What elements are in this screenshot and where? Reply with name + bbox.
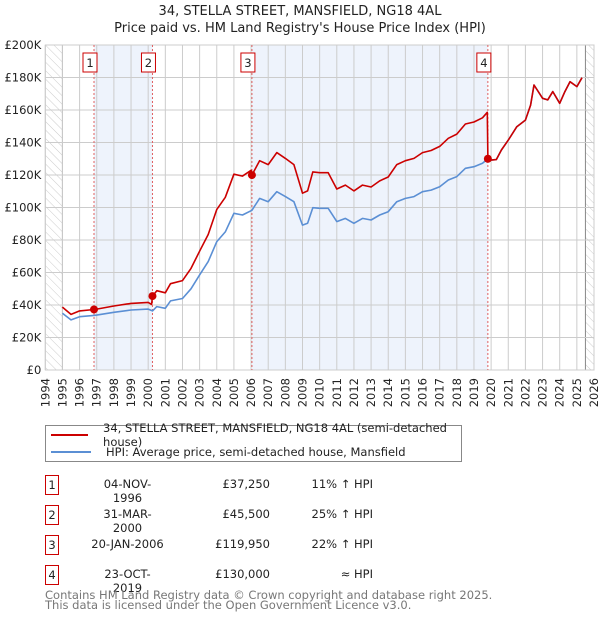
x-tick-label: 2025 [570,378,584,407]
x-tick-label: 2014 [381,378,395,407]
x-tick-label: 2005 [227,378,241,407]
x-tick-label: 2015 [398,378,412,407]
x-tick-label: 2017 [433,378,447,407]
transaction-number: 2 [45,505,59,525]
x-tick-label: 1996 [73,378,87,407]
y-tick-label: £160K [4,103,41,117]
x-tick-label: 1995 [55,378,69,407]
x-tick-label: 2020 [484,378,498,407]
y-tick-label: £200K [4,38,41,52]
sale-number-box [476,52,492,73]
y-tick-label: £40K [12,298,42,312]
transaction-row: 4 23-OCT-2019 £130,000 ≈ HPI [45,565,465,595]
x-tick-label: 2012 [347,378,361,407]
y-tick-label: £100K [4,201,41,215]
legend-item-price: 34, STELLA STREET, MANSFIELD, NG18 4AL (… [46,421,461,449]
sale-point [148,292,157,301]
sale-number-label: 4 [480,56,487,70]
x-tick-label: 2010 [313,378,327,407]
legend-label-hpi: HPI: Average price, semi-detached house,… [106,445,406,459]
x-tick-label: 2008 [278,378,292,407]
x-tick-label: 2021 [501,378,515,407]
footer-line-1: Contains HM Land Registry data © Crown c… [45,588,493,602]
sale-number-label: 2 [145,56,152,70]
transaction-row: 1 04-NOV-1996 £37,250 11% ↑ HPI [45,475,465,505]
y-tick-label: £80K [12,233,42,247]
price-series-line [61,77,583,316]
y-tick-label: £120K [4,168,41,182]
x-tick-label: 1998 [107,378,121,407]
transaction-date: 31-MAR-2000 [103,507,152,535]
x-tick-label: 2003 [193,378,207,407]
legend-label-price: 34, STELLA STREET, MANSFIELD, NG18 4AL (… [103,421,447,449]
transaction-date: 20-JAN-2006 [91,537,164,551]
x-tick-label: 1997 [90,378,104,407]
x-tick-label: 2023 [536,378,550,407]
sale-number-label: 1 [86,56,93,70]
x-tick-label: 2019 [467,378,481,407]
price-chart: 1994 1995 1996 1997 1998 1999 2000 2001 2002 2003… [4,38,600,407]
sale-number-box [82,52,98,73]
sale-number-box [240,52,256,73]
legend-swatch-hpi [51,451,91,453]
y-tick-label: £60K [12,266,42,280]
transaction-date: 04-NOV-1996 [103,477,152,505]
x-tick-label: 2006 [244,378,258,407]
legend: 34, STELLA STREET, MANSFIELD, NG18 4AL (… [45,421,462,462]
x-tick-label: 2026 [587,378,600,407]
x-tick-label: 1999 [124,378,138,407]
transaction-price: £37,250 [222,477,270,491]
transaction-hpi-relation: 22% ↑ HPI [311,537,373,551]
x-tick-label: 2016 [416,378,430,407]
transaction-price: £119,950 [215,537,270,551]
sale-point [247,171,256,180]
transaction-price: £45,500 [222,507,270,521]
legend-item-hpi: HPI: Average price, semi-detached house,… [46,444,406,460]
x-tick-label: 2022 [518,378,532,407]
x-tick-label: 2004 [210,378,224,407]
sale-number-label: 3 [244,56,251,70]
x-tick-label: 2001 [158,378,172,407]
y-tick-label: £0 [27,363,42,377]
x-tick-label: 2000 [141,378,155,407]
x-tick-label: 2024 [553,378,567,407]
y-tick-label: £140K [4,136,41,150]
y-tick-label: £20K [12,331,42,345]
transaction-hpi-relation: ≈ HPI [340,567,373,581]
x-tick-label: 2002 [175,378,189,407]
transaction-number: 4 [45,565,59,585]
chart-title: 34, STELLA STREET, MANSFIELD, NG18 4AL [158,4,442,19]
transaction-price: £130,000 [215,567,270,581]
transaction-row: 3 20-JAN-2006 £119,950 22% ↑ HPI [45,535,465,555]
footer-attribution: Contains HM Land Registry data © Crown c… [45,588,493,612]
transaction-hpi-relation: 11% ↑ HPI [311,477,373,491]
x-tick-label: 1994 [38,378,52,407]
x-tick-label: 2013 [364,378,378,407]
footer-line-2: This data is licensed under the Open Gov… [45,598,412,612]
x-tick-label: 2009 [296,378,310,407]
sale-point [483,154,492,163]
transaction-number: 3 [45,535,59,555]
sale-number-box [140,52,156,73]
chart-subtitle: Price paid vs. HM Land Registry's House … [114,21,486,36]
transaction-row: 2 31-MAR-2000 £45,500 25% ↑ HPI [45,505,465,535]
sale-point [89,305,98,314]
x-tick-label: 2011 [330,378,344,407]
transaction-date: 23-OCT-2019 [104,567,151,595]
transaction-number: 1 [45,475,59,495]
x-tick-label: 2018 [450,378,464,407]
y-tick-label: £180K [4,71,41,85]
legend-swatch-price [51,434,89,436]
x-tick-label: 2007 [261,378,275,407]
transaction-hpi-relation: 25% ↑ HPI [311,507,373,521]
